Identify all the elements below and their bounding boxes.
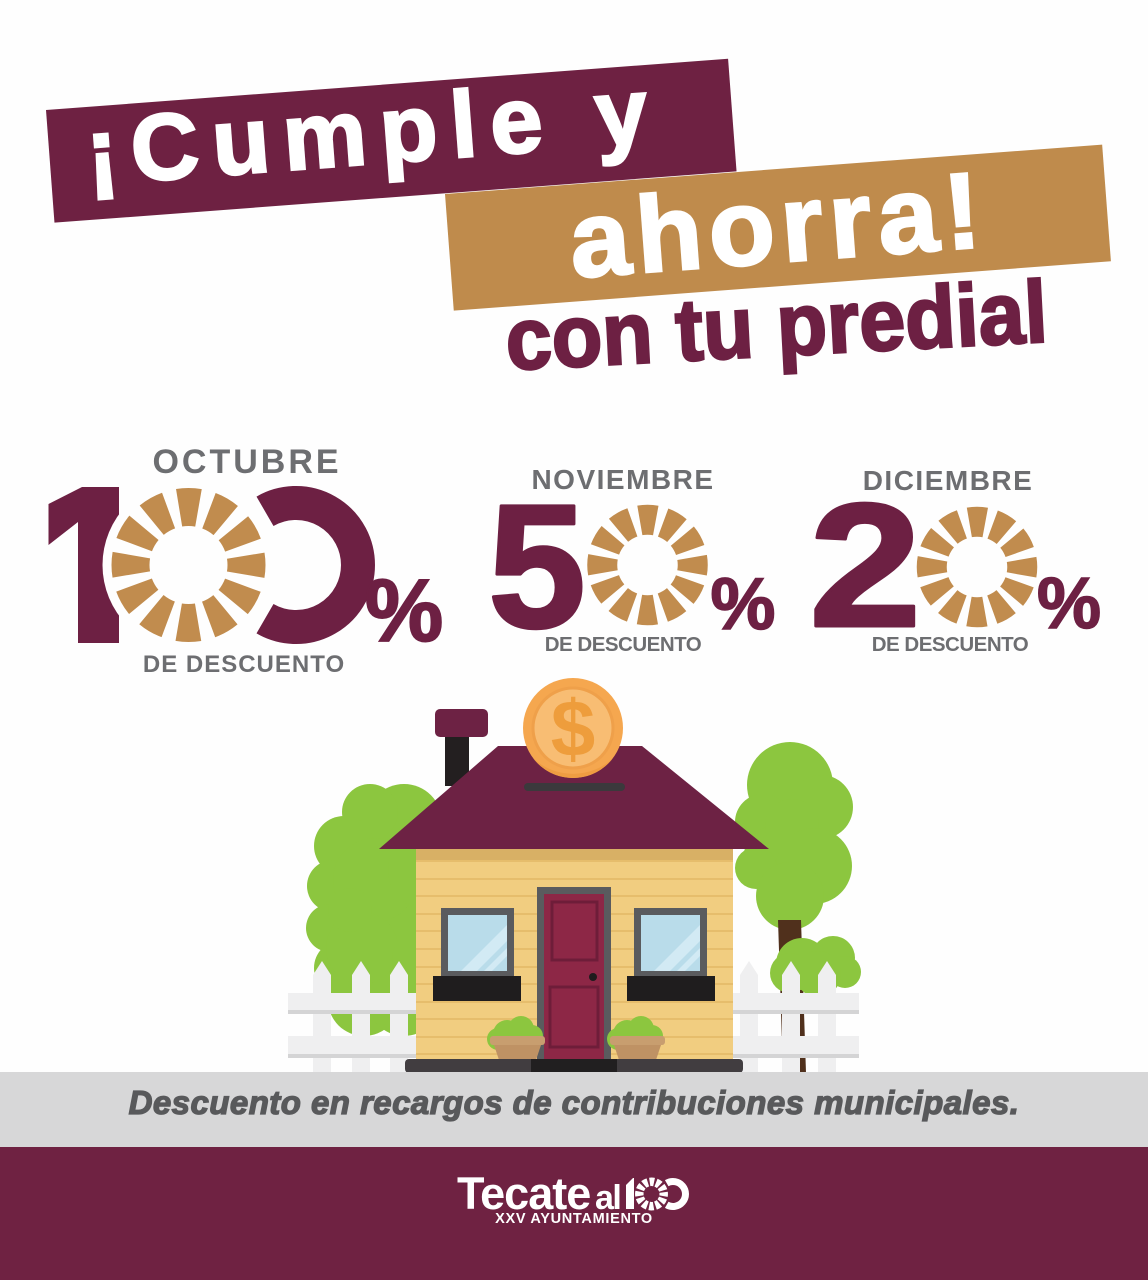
svg-text:Tecate: Tecate: [457, 1168, 590, 1219]
svg-text:DICIEMBRE: DICIEMBRE: [863, 465, 1034, 496]
svg-text:DE DESCUENTO: DE DESCUENTO: [545, 633, 702, 656]
svg-text:%: %: [365, 561, 443, 660]
svg-text:DE DESCUENTO: DE DESCUENTO: [143, 651, 345, 678]
svg-text:DE DESCUENTO: DE DESCUENTO: [872, 633, 1029, 656]
svg-text:2: 2: [809, 467, 922, 664]
svg-text:$: $: [551, 684, 596, 773]
svg-text:NOVIEMBRE: NOVIEMBRE: [531, 464, 714, 495]
svg-text:%: %: [711, 564, 776, 645]
svg-text:al: al: [595, 1179, 620, 1217]
svg-text:OCTUBRE: OCTUBRE: [152, 443, 341, 481]
svg-text:5: 5: [488, 469, 586, 665]
svg-text:%: %: [1037, 564, 1101, 644]
